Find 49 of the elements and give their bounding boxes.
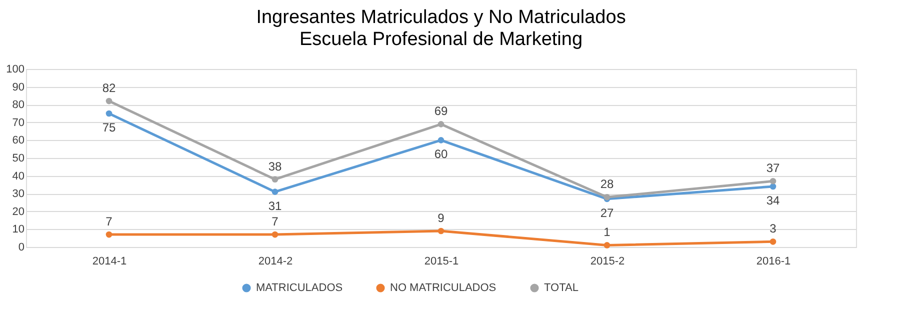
- data-label: 28: [600, 177, 614, 192]
- x-tick-label: 2015-2: [590, 256, 625, 268]
- point: [438, 137, 444, 144]
- y-tick-label: 80: [12, 99, 24, 112]
- data-label: 60: [434, 147, 448, 162]
- data-label: 3: [770, 222, 777, 236]
- y-tick-label: 50: [12, 152, 24, 164]
- data-label: 69: [434, 104, 448, 118]
- data-label: 7: [272, 214, 279, 229]
- x-tick-label: 2016-1: [756, 256, 791, 268]
- y-tick-label: 60: [12, 134, 24, 147]
- legend-label: MATRICULADOS: [256, 282, 343, 294]
- point: [272, 188, 278, 195]
- data-label: 82: [102, 81, 116, 96]
- x-tick-label: 2015-1: [424, 256, 459, 268]
- point: [770, 183, 776, 190]
- point: [438, 228, 444, 234]
- legend-label: TOTAL: [544, 282, 578, 294]
- data-label: 27: [600, 206, 614, 220]
- point: [106, 231, 112, 238]
- y-tick-label: 70: [12, 116, 24, 129]
- x-tick-label: 2014-1: [92, 256, 127, 268]
- data-label: 38: [268, 159, 282, 174]
- y-tick-label: 90: [12, 81, 24, 94]
- data-label: 75: [102, 120, 116, 134]
- data-label: 37: [766, 161, 780, 176]
- data-label: 9: [438, 210, 445, 225]
- y-tick-label: 30: [12, 188, 24, 200]
- legend-label: NO MATRICULADOS: [390, 282, 496, 294]
- point: [438, 121, 444, 128]
- data-label: 31: [268, 198, 282, 213]
- chart-subtitle: Escuela Profesional de Marketing: [299, 29, 583, 50]
- point: [770, 238, 776, 245]
- data-label: 1: [604, 225, 611, 240]
- data-label: 34: [766, 193, 780, 208]
- point: [106, 98, 112, 104]
- data-label: 7: [106, 214, 113, 229]
- x-tick-label: 2014-2: [258, 256, 293, 268]
- point: [272, 176, 278, 183]
- point: [770, 178, 776, 184]
- y-tick-label: 10: [12, 224, 24, 236]
- y-tick-label: 40: [12, 170, 24, 182]
- y-tick-label: 20: [12, 206, 24, 218]
- chart-title: Ingresantes Matriculados y No Matriculados: [256, 7, 626, 28]
- point: [106, 110, 112, 117]
- point: [272, 231, 278, 238]
- y-tick-label: 0: [18, 242, 24, 254]
- y-tick-label: 100: [6, 64, 24, 76]
- point: [604, 242, 610, 248]
